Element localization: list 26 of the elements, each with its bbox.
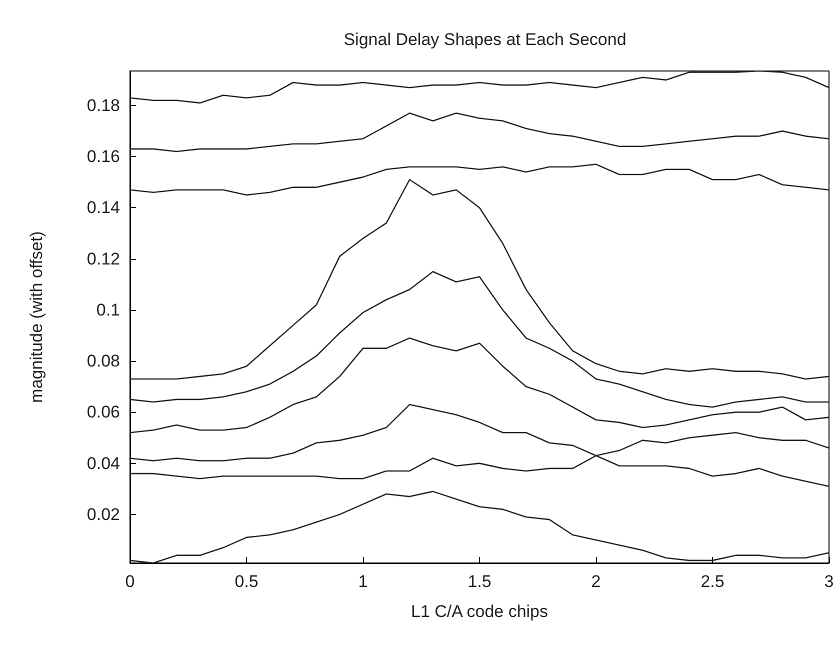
- line-series: [129, 178, 830, 380]
- line-series: [129, 337, 830, 434]
- x-tick-label: 2: [591, 572, 601, 591]
- y-tick-label: 0.08: [86, 352, 120, 371]
- y-tick-label: 0.16: [86, 147, 120, 166]
- line-series: [129, 164, 830, 196]
- line-series: [129, 112, 830, 152]
- line-series: [129, 270, 830, 408]
- line-series: [129, 70, 830, 104]
- x-tick-label: 2.5: [700, 572, 724, 591]
- y-tick-label: 0.1: [96, 300, 120, 320]
- x-tick-label: 1: [358, 572, 368, 591]
- x-tick-label: 3: [824, 572, 834, 591]
- x-tick-label: 0.5: [234, 572, 258, 591]
- chart-title: Signal Delay Shapes at Each Second: [344, 30, 626, 49]
- y-tick-label: 0.14: [86, 198, 120, 218]
- y-tick-label: 0.18: [86, 96, 120, 116]
- line-series: [129, 404, 830, 487]
- y-axis-title: magnitude (with offset): [27, 231, 46, 403]
- x-tick-label: 1.5: [468, 572, 492, 591]
- y-tick-label: 0.06: [86, 402, 120, 422]
- y-tick-label: 0.12: [86, 249, 120, 268]
- x-tick-label: 0: [125, 572, 135, 591]
- y-tick-label: 0.02: [86, 504, 120, 524]
- y-tick-label: 0.04: [86, 454, 120, 473]
- x-axis-title: L1 C/A code chips: [410, 602, 548, 621]
